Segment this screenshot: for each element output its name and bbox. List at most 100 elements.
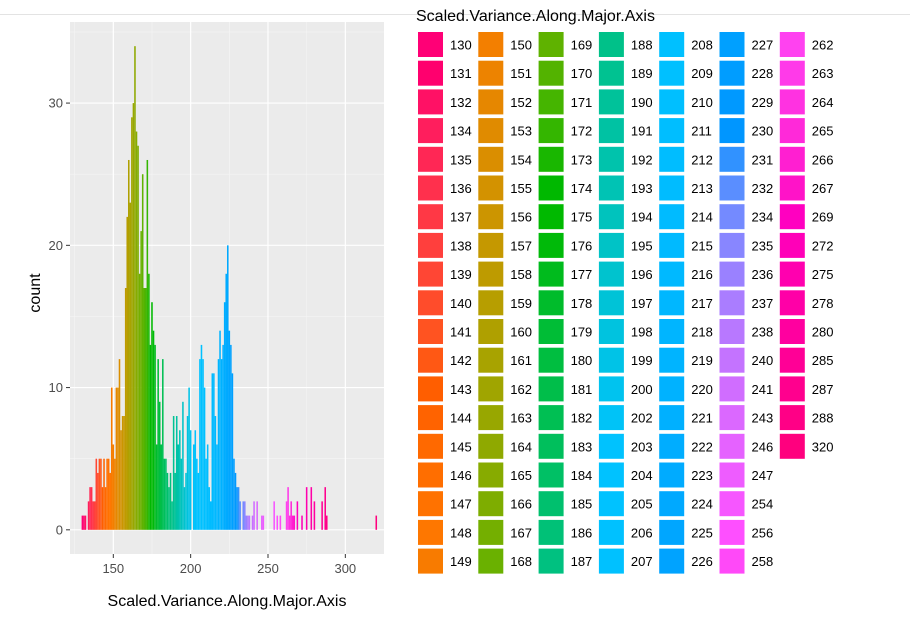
legend-title: Scaled.Variance.Along.Major.Axis [416, 8, 655, 25]
histogram-bar [103, 458, 105, 530]
legend-key [418, 290, 443, 316]
legend-label: 166 [510, 497, 532, 512]
legend-label: 184 [571, 468, 593, 483]
legend-key [598, 204, 624, 230]
legend-label: 156 [510, 210, 532, 225]
legend-label: 177 [571, 267, 593, 282]
histogram-bar [261, 515, 263, 530]
histogram-bar [296, 501, 299, 530]
legend-key [538, 60, 564, 86]
histogram-bar [92, 501, 94, 530]
histogram-bar [242, 501, 245, 530]
legend-key [478, 319, 504, 344]
histogram-bar [182, 401, 184, 530]
histogram-bar [110, 387, 113, 530]
histogram-bar [288, 515, 291, 530]
legend-key [538, 204, 564, 230]
legend-key [478, 32, 504, 57]
legend-label: 132 [450, 95, 472, 110]
legend-label: 161 [510, 353, 532, 368]
histogram-bar [200, 344, 203, 530]
legend-label: 173 [571, 152, 593, 167]
histogram-bar [217, 359, 220, 530]
histogram-bar [234, 472, 237, 530]
legend-label: 212 [691, 152, 713, 167]
histogram-bar [228, 330, 231, 530]
legend-label: 278 [812, 296, 834, 311]
minor-gridlines [70, 22, 384, 554]
legend-label: 230 [752, 124, 774, 139]
legend-label: 275 [812, 267, 834, 282]
histogram-bar [196, 458, 198, 530]
legend-key [598, 376, 624, 402]
legend-key [418, 175, 443, 201]
legend-key [598, 519, 624, 545]
legend-key [719, 261, 745, 287]
legend-key [598, 60, 624, 86]
legend-key [598, 232, 624, 258]
legend-key [659, 89, 685, 115]
legend-label: 228 [752, 66, 774, 81]
histogram-bar [129, 202, 132, 530]
legend-label: 267 [812, 181, 834, 196]
histogram-bar [98, 458, 101, 530]
legend-label: 139 [450, 267, 472, 282]
legend-label: 216 [691, 267, 713, 282]
histogram-bar [152, 330, 155, 530]
legend-label: 258 [752, 554, 774, 569]
legend-key [659, 491, 685, 517]
legend-key [598, 118, 624, 144]
y-tick-label: 0 [56, 522, 63, 537]
histogram-bar [285, 501, 288, 530]
legend-label: 155 [510, 181, 532, 196]
histogram-bar [123, 416, 125, 530]
legend-key [779, 347, 805, 373]
histogram-bar [89, 487, 91, 530]
legend-label: 192 [631, 152, 653, 167]
legend-key [538, 433, 564, 459]
legend-label: 288 [812, 411, 834, 426]
histogram-bar [216, 444, 218, 530]
legend-key [779, 118, 805, 144]
histogram-bar [174, 472, 176, 530]
legend-key [418, 347, 443, 373]
legend-key [779, 146, 805, 172]
legend-label: 158 [510, 267, 532, 282]
histogram-bar [310, 487, 313, 530]
histogram-bar [213, 373, 215, 530]
histogram-bar [219, 330, 221, 530]
legend-key [659, 347, 685, 373]
legend-key [418, 376, 443, 402]
histogram-bar [121, 416, 124, 530]
legend-key [598, 32, 624, 57]
legend-key [598, 175, 624, 201]
legend-key [719, 232, 745, 258]
legend-key [719, 405, 745, 431]
histogram-bar [287, 487, 289, 530]
legend-key [659, 204, 685, 230]
histogram-bar [214, 416, 217, 530]
legend-key [478, 548, 504, 574]
legend-label: 162 [510, 382, 532, 397]
legend-key [719, 118, 745, 144]
legend-label: 159 [510, 296, 532, 311]
histogram-bar [251, 515, 254, 530]
legend-key [418, 319, 443, 344]
legend-key [418, 433, 443, 459]
legend-label: 209 [691, 66, 713, 81]
x-tick-label: 300 [334, 561, 356, 576]
legend-label: 222 [691, 439, 713, 454]
histogram-bar [230, 344, 232, 530]
legend-label: 138 [450, 238, 472, 253]
legend-label: 168 [510, 554, 532, 569]
histogram-bar [237, 487, 240, 530]
legend-key [719, 347, 745, 373]
histogram-bar [117, 387, 119, 530]
legend-key [719, 519, 745, 545]
legend-label: 210 [691, 95, 713, 110]
histogram-bar [276, 515, 279, 530]
legend-label: 247 [752, 468, 774, 483]
histogram-bar [183, 487, 186, 530]
legend-label: 227 [752, 38, 774, 53]
